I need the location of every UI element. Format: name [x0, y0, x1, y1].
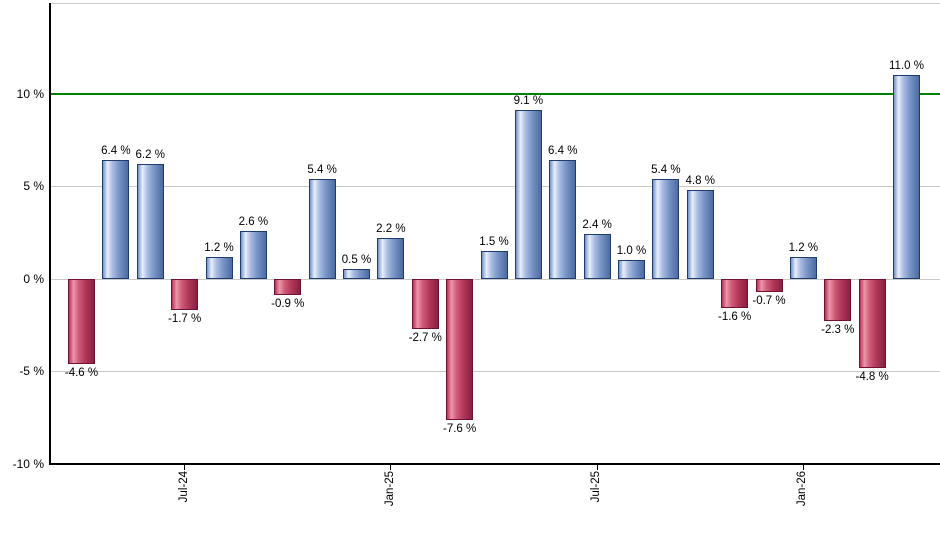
x-axis [49, 463, 940, 465]
bar [858, 278, 886, 368]
gridline [50, 371, 940, 373]
bar-value-label: 1.5 % [479, 235, 509, 248]
bar [893, 74, 920, 279]
bar-value-label: -4.8 % [855, 370, 889, 383]
bar [721, 278, 749, 309]
bar-value-label: 6.4 % [548, 145, 578, 158]
bar [652, 178, 680, 279]
y-axis-label: -5 % [19, 364, 44, 379]
bar [343, 269, 370, 279]
x-tick [596, 464, 598, 470]
bar [239, 230, 267, 279]
bar-value-label: -2.3 % [821, 324, 855, 337]
bar-value-label: 6.4 % [101, 145, 131, 158]
bar [205, 256, 233, 279]
bar-value-label: -0.9 % [271, 298, 305, 311]
bar [308, 178, 336, 279]
y-axis-label: 10 % [16, 86, 44, 101]
bar [274, 278, 302, 296]
bar-value-label: 1.2 % [788, 241, 819, 254]
bar-value-label: 5.4 % [307, 163, 337, 176]
bar-value-label: 11.0 % [889, 59, 924, 72]
bar [514, 110, 542, 279]
bar [549, 160, 577, 279]
bar-value-label: 1.0 % [616, 245, 647, 258]
bar-value-label: -7.6 % [443, 422, 477, 435]
reference-line-10pct [50, 92, 940, 95]
bar-value-label: 2.6 % [238, 215, 269, 228]
y-axis-label: 5 % [23, 179, 44, 194]
bar-value-label: 2.2 % [376, 222, 406, 235]
x-tick [390, 464, 392, 470]
y-axis-label: 0 % [23, 271, 44, 286]
x-tick [184, 464, 186, 470]
x-axis-label: Jan-26 [796, 471, 809, 507]
x-axis-label: Jan-25 [383, 471, 396, 507]
bar [824, 278, 852, 322]
bar [755, 278, 783, 292]
bar-value-label: 1.2 % [204, 241, 234, 254]
bar-value-label: 5.4 % [651, 163, 681, 176]
bar [618, 260, 645, 279]
bar-value-label: 6.2 % [135, 148, 165, 161]
bar [377, 237, 405, 279]
bar-value-label: 0.5 % [341, 254, 372, 267]
y-axis-label: -10 % [12, 457, 44, 471]
bar [789, 256, 817, 279]
bar [583, 234, 611, 279]
bar-value-label: 9.1 % [513, 95, 544, 108]
bar-value-label: -1.6 % [718, 311, 752, 324]
bar-value-label: 2.4 % [582, 219, 612, 232]
bar-value-label: -0.7 % [752, 294, 786, 307]
bar [686, 189, 714, 279]
x-axis-label: Jul-25 [590, 471, 603, 503]
y-axis [49, 3, 51, 465]
gridline [50, 278, 940, 280]
bar [171, 278, 199, 311]
bar [446, 278, 474, 420]
gridline [50, 186, 940, 188]
bar [136, 163, 164, 279]
x-tick [802, 464, 804, 470]
x-axis-label: Jul-24 [177, 471, 190, 503]
bar-value-label: -2.7 % [408, 331, 442, 344]
bar [68, 278, 95, 364]
bar [480, 250, 508, 279]
bar [411, 278, 439, 329]
bar-value-label: -1.7 % [168, 313, 202, 326]
bar-value-label: 4.8 % [685, 174, 715, 187]
plot-top-border [50, 3, 940, 4]
bar-value-label: -4.6 % [64, 366, 99, 379]
bar [102, 160, 130, 279]
